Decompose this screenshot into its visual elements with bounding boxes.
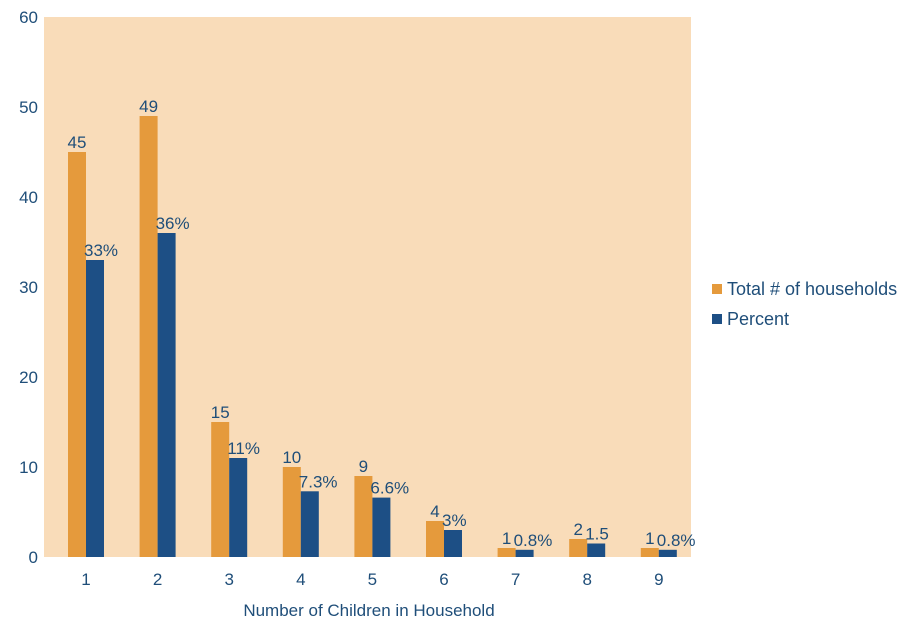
bar-total-households <box>569 539 588 557</box>
y-tick-label: 10 <box>19 458 38 477</box>
data-label-percent: 11% <box>227 439 260 458</box>
data-label-total-households: 15 <box>211 403 230 422</box>
data-label-percent: 36% <box>156 214 190 233</box>
data-label-percent: 33% <box>84 241 118 260</box>
y-tick-label: 40 <box>19 188 38 207</box>
y-axis-ticks: 0 10 20 30 40 50 60 <box>19 8 38 567</box>
bar-percent <box>86 260 104 557</box>
x-tick-label: 7 <box>511 570 520 589</box>
bar-total-households <box>211 422 230 557</box>
data-label-total-households: 1 <box>502 529 511 548</box>
y-tick-label: 60 <box>19 8 38 27</box>
data-label-percent: 1.5 <box>585 525 609 544</box>
y-tick-label: 0 <box>29 548 38 567</box>
data-label-percent: 6.6% <box>370 479 409 498</box>
bar-percent <box>587 543 606 557</box>
bars <box>68 116 677 557</box>
data-label-total-households: 1 <box>645 529 654 548</box>
data-label-percent: 0.8% <box>514 531 553 550</box>
x-tick-label: 1 <box>81 570 90 589</box>
legend-swatch-percent <box>712 314 722 324</box>
bar-total-households <box>426 521 444 557</box>
data-label-total-households: 45 <box>68 133 87 152</box>
x-tick-label: 6 <box>439 570 448 589</box>
x-tick-label: 4 <box>296 570 305 589</box>
y-tick-label: 20 <box>19 368 38 387</box>
bar-percent <box>229 458 248 557</box>
bar-total-households <box>68 152 86 557</box>
x-tick-label: 2 <box>153 570 162 589</box>
data-label-percent: 0.8% <box>657 531 696 550</box>
bar-total-households <box>640 548 659 557</box>
bar-percent <box>444 530 462 557</box>
bar-percent <box>658 549 677 557</box>
data-label-total-households: 2 <box>573 520 582 539</box>
bar-total-households <box>497 548 516 557</box>
bar-percent <box>157 233 176 557</box>
x-tick-label: 3 <box>224 570 233 589</box>
data-label-total-households: 49 <box>139 97 158 116</box>
x-tick-label: 9 <box>654 570 663 589</box>
data-label-total-households: 10 <box>282 448 301 467</box>
legend-swatch-total-households <box>712 284 722 294</box>
bar-percent <box>515 549 534 557</box>
bar-total-households <box>282 467 301 557</box>
legend-label-total-households: Total # of households <box>727 279 897 299</box>
x-axis-ticks: 1 2 3 4 5 6 7 8 9 <box>81 570 663 589</box>
bar-percent <box>300 491 319 557</box>
legend-label-percent: Percent <box>727 309 789 329</box>
legend: Total # of households Percent <box>712 279 897 329</box>
bar-total-households <box>139 116 158 557</box>
x-axis-title: Number of Children in Household <box>243 601 494 620</box>
x-tick-label: 5 <box>368 570 377 589</box>
y-tick-label: 30 <box>19 278 38 297</box>
data-label-percent: 3% <box>442 511 467 530</box>
x-tick-label: 8 <box>582 570 591 589</box>
data-label-total-households: 9 <box>359 457 368 476</box>
y-tick-label: 50 <box>19 98 38 117</box>
data-label-percent: 7.3% <box>299 472 338 491</box>
bar-percent <box>372 497 391 557</box>
bar-total-households <box>354 476 373 557</box>
data-label-total-households: 4 <box>430 502 439 521</box>
